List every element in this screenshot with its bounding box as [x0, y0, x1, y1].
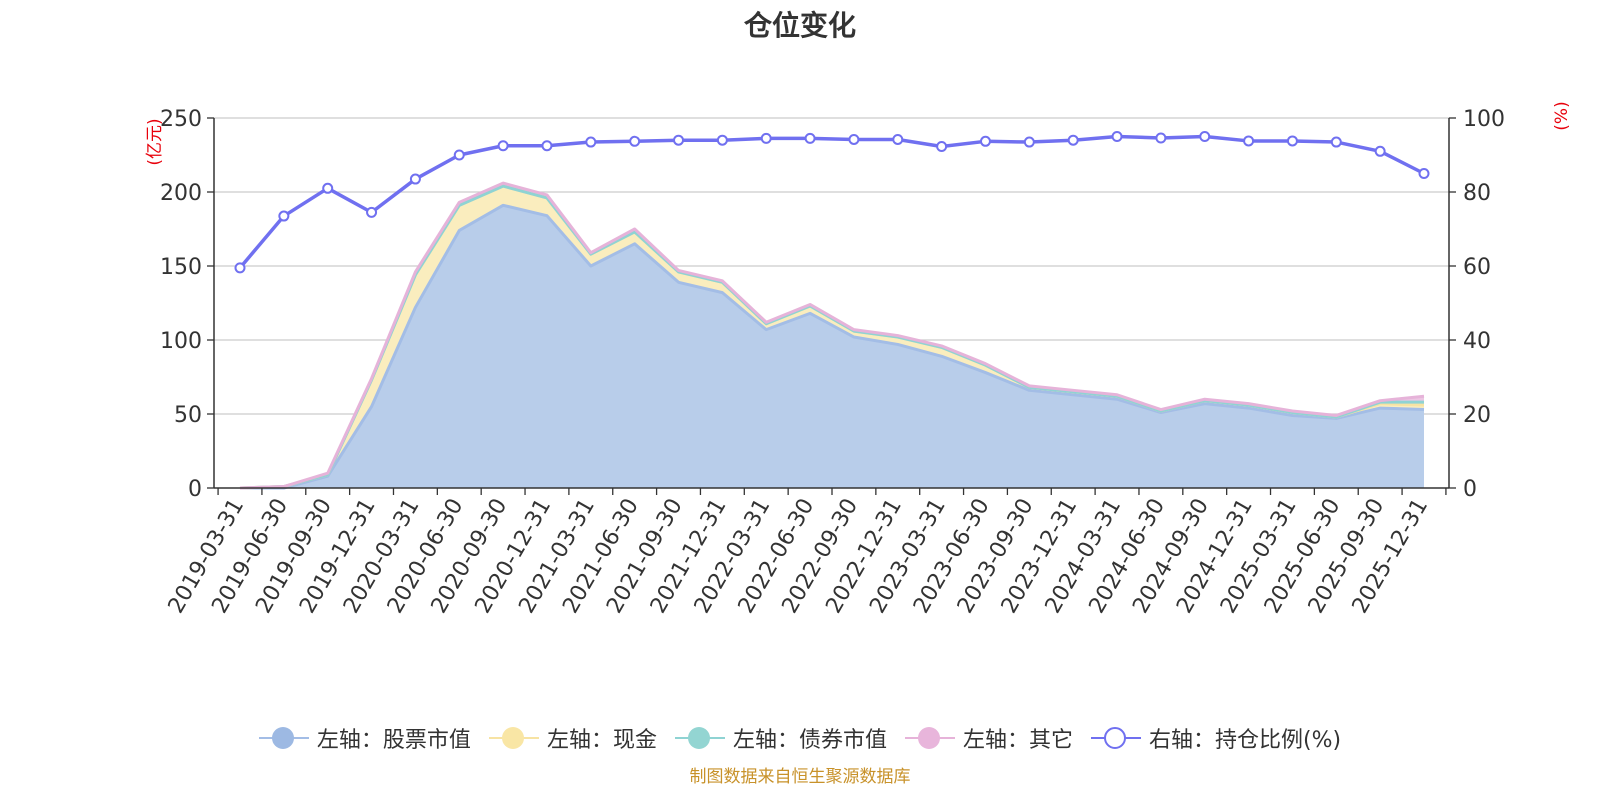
right-axis-tick-label: 60 [1463, 255, 1491, 280]
ratio-point [760, 132, 772, 144]
ratio-point [497, 140, 509, 152]
ratio-point [804, 132, 816, 144]
legend-marker-ratio [1090, 725, 1141, 751]
ratio-point [1243, 135, 1255, 147]
ratio-point [278, 210, 290, 222]
ratio-point [673, 134, 685, 146]
ratio-point [1286, 135, 1298, 147]
legend-marker-stock [258, 725, 309, 751]
legend-item-other[interactable]: 左轴：其它 [904, 722, 1073, 754]
legend-item-cash[interactable]: 左轴：现金 [488, 722, 657, 754]
legend: 左轴：股票市值 左轴：现金 左轴：债券市值 左轴：其它 右轴：持仓比例(%) [0, 722, 1600, 754]
area-fill-0 [240, 205, 1424, 488]
ratio-line [234, 131, 1430, 274]
ratio-point [1199, 131, 1211, 142]
ratio-point [1155, 132, 1167, 144]
legend-item-ratio[interactable]: 右轴：持仓比例(%) [1090, 722, 1342, 754]
ratio-point [322, 182, 334, 194]
ratio-point [409, 173, 421, 185]
left-axis-unit-label: (亿元) [145, 118, 165, 165]
ratio-point [585, 136, 597, 148]
ratio-point [936, 140, 948, 152]
area-line-0 [240, 203, 1425, 490]
ratio-point [629, 135, 641, 147]
ratio-point [848, 133, 860, 145]
legend-item-stock[interactable]: 左轴：股票市值 [258, 722, 471, 754]
ratio-point [453, 149, 465, 161]
legend-label-cash: 左轴：现金 [546, 728, 657, 753]
legend-label-ratio: 右轴：持仓比例(%) [1148, 728, 1342, 753]
legend-label-bond: 左轴：债券市值 [732, 728, 887, 753]
right-axis-tick-label: 0 [1463, 477, 1477, 502]
ratio-point [366, 206, 378, 218]
ratio-point [541, 140, 553, 152]
right-axis-unit-label: (%) [1552, 101, 1572, 130]
ratio-point [1023, 136, 1035, 148]
left-axis-tick-label: 200 [160, 181, 202, 206]
right-axis-tick-label: 20 [1463, 403, 1491, 428]
left-axis-tick-label: 0 [188, 477, 202, 502]
legend-label-other: 左轴：其它 [962, 728, 1073, 753]
right-axis-tick-label: 100 [1463, 107, 1505, 132]
ratio-point [1067, 134, 1079, 146]
legend-marker-other [904, 725, 955, 751]
ratio-point [1418, 168, 1430, 179]
legend-label-stock: 左轴：股票市值 [316, 728, 471, 753]
area-line-3 [239, 181, 1425, 490]
ratio-point [1374, 145, 1386, 157]
left-axis-tick-label: 250 [160, 107, 202, 132]
ratio-point [1111, 131, 1123, 142]
left-axis-tick-label: 50 [174, 403, 202, 428]
left-axis-tick-label: 150 [160, 255, 202, 280]
legend-marker-cash [488, 725, 539, 751]
chart-title: 仓位变化 [743, 9, 856, 42]
ratio-point [234, 262, 246, 274]
stacked-areas [239, 181, 1425, 490]
right-axis-tick-label: 40 [1463, 329, 1491, 354]
data-source-note: 制图数据来自恒生聚源数据库 [689, 767, 911, 787]
left-axis-tick-label: 100 [160, 329, 202, 354]
ratio-point [716, 134, 728, 146]
legend-marker-bond [674, 725, 725, 751]
ratio-line-path [238, 134, 1425, 269]
ratio-point [979, 135, 991, 147]
ratio-point [892, 133, 904, 145]
legend-item-bond[interactable]: 左轴：债券市值 [674, 722, 887, 754]
ratio-point [1330, 136, 1342, 148]
right-axis-tick-label: 80 [1463, 181, 1491, 206]
